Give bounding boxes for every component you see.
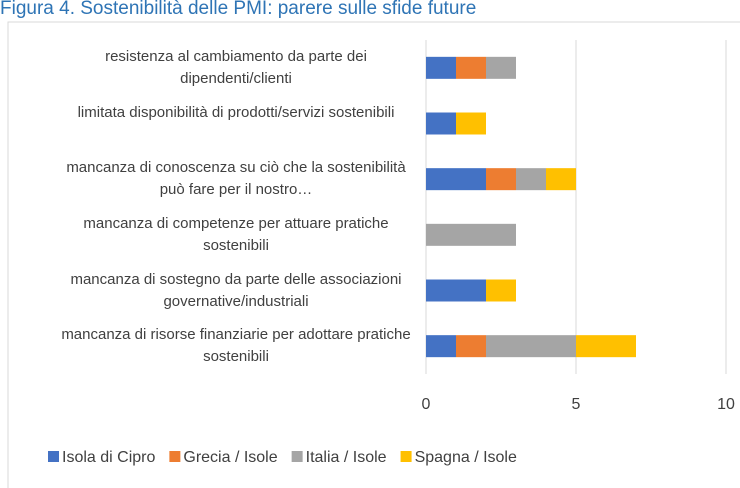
bar-segment (516, 168, 546, 191)
y-tick-label: mancanza di sostegno da parte delle asso… (70, 270, 402, 310)
bar-segment (546, 168, 576, 191)
legend-swatch (48, 451, 59, 462)
bar-segment (426, 112, 456, 135)
bar-segment (456, 56, 486, 79)
y-tick-label: resistenza al cambiamento da parte dei d… (105, 47, 367, 87)
legend-label: Grecia / Isole (183, 449, 277, 466)
bar-segment (426, 223, 516, 246)
legend-swatch (400, 451, 412, 462)
chart-title: Figura 4. Sostenibilità delle PMI: parer… (0, 0, 476, 19)
bar-segment (426, 168, 486, 191)
legend-swatch (169, 451, 181, 462)
y-tick-label: limitata disponibilità di prodotti/servi… (77, 103, 395, 121)
legend-label: Spagna / Isole (415, 449, 517, 466)
x-tick-label: 5 (572, 396, 581, 413)
y-tick-label: mancanza di conoscenza su ciò che la sos… (66, 159, 406, 199)
legend-swatch (291, 451, 303, 462)
y-tick-label: mancanza di risorse finanziarie per adot… (61, 326, 411, 366)
x-tick-label: 10 (717, 396, 735, 413)
bar-segment (426, 56, 456, 79)
bar-segment (426, 279, 486, 302)
bar-segment (486, 56, 516, 79)
bar-segment (576, 335, 636, 358)
bar-segment (486, 279, 516, 302)
bar-segment (486, 335, 576, 358)
chart-border (7, 21, 740, 488)
legend-label: Italia / Isole (306, 449, 387, 466)
y-tick-label: mancanza di competenze per attuare prati… (83, 214, 389, 254)
bar-segment (426, 335, 456, 358)
bar-segment (456, 112, 486, 135)
x-tick-label: 0 (422, 396, 431, 413)
bar-segment (486, 168, 516, 191)
legend-label: Isola di Cipro (62, 449, 155, 466)
bar-segment (456, 335, 486, 358)
